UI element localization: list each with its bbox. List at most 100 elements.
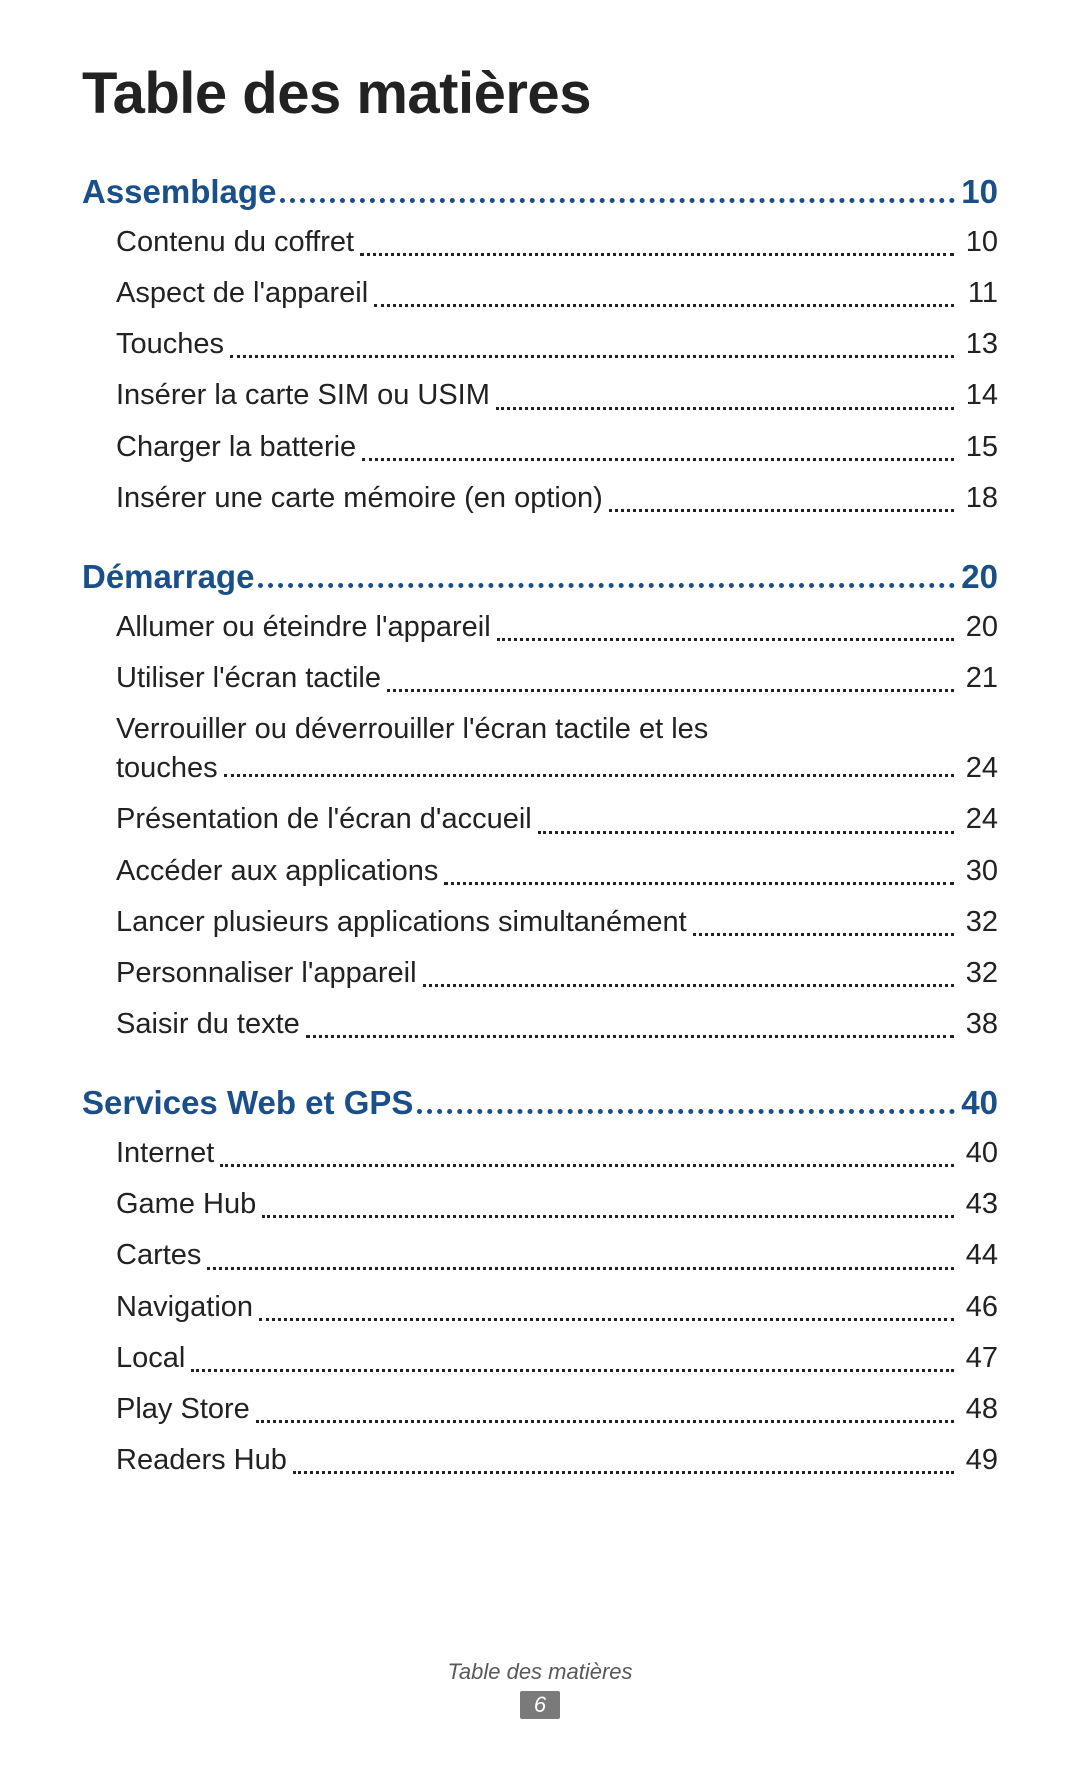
toc-entry[interactable]: Cartes 44 [116, 1236, 998, 1275]
footer-label: Table des matières [0, 1659, 1080, 1685]
section-label: Services Web et GPS [82, 1084, 413, 1122]
entry-page-number: 18 [962, 479, 998, 518]
entry-label: Utiliser l'écran tactile [116, 659, 381, 698]
entry-label: Accéder aux applications [116, 852, 438, 891]
entry-page-number: 32 [962, 903, 998, 942]
entry-page-number: 44 [962, 1236, 998, 1275]
section-label: Démarrage [82, 558, 254, 596]
toc-entry[interactable]: Insérer une carte mémoire (en option) 18 [116, 479, 998, 518]
dot-leader [224, 758, 954, 777]
toc-entry[interactable]: Personnaliser l'appareil 32 [116, 954, 998, 993]
dot-leader [262, 1199, 954, 1218]
toc-entry[interactable]: Readers Hub 49 [116, 1441, 998, 1480]
toc-entry[interactable]: Lancer plusieurs applications simultaném… [116, 903, 998, 942]
dot-leader [220, 1148, 954, 1167]
toc-section-heading[interactable]: Démarrage 20 [82, 558, 998, 596]
toc-entry[interactable]: Touches 13 [116, 325, 998, 364]
toc-entries: Allumer ou éteindre l'appareil20 Utiliser… [116, 608, 998, 1044]
entry-label: Local [116, 1339, 185, 1378]
dot-leader [230, 339, 954, 358]
dot-leader [360, 237, 954, 256]
toc-section-heading[interactable]: Assemblage 10 [82, 173, 998, 211]
section-page-number: 40 [961, 1084, 998, 1122]
toc-entry[interactable]: Game Hub 43 [116, 1185, 998, 1224]
toc-body: Assemblage 10 Contenu du coffret 10 Aspect d… [82, 173, 998, 1480]
entry-label: Personnaliser l'appareil [116, 954, 417, 993]
toc-entry[interactable]: Utiliser l'écran tactile21 [116, 659, 998, 698]
entry-page-number: 48 [962, 1390, 998, 1429]
dot-leader [362, 442, 954, 461]
toc-entry[interactable]: Navigation 46 [116, 1288, 998, 1327]
toc-section-heading[interactable]: Services Web et GPS 40 [82, 1084, 998, 1122]
dot-leader [306, 1019, 954, 1038]
dot-leader [387, 673, 954, 692]
entry-label: Play Store [116, 1390, 250, 1429]
entry-label: Charger la batterie [116, 428, 356, 467]
dot-leader [191, 1353, 954, 1372]
entry-page-number: 43 [962, 1185, 998, 1224]
dot-leader [497, 622, 954, 641]
entry-label: Navigation [116, 1288, 253, 1327]
dot-leader [280, 180, 955, 203]
dot-leader [293, 1455, 954, 1474]
dot-leader [444, 866, 954, 885]
footer-page-number: 6 [520, 1691, 560, 1719]
entry-page-number: 40 [962, 1134, 998, 1173]
entry-label: Internet [116, 1134, 214, 1173]
toc-entry[interactable]: Saisir du texte 38 [116, 1005, 998, 1044]
toc-entries: Contenu du coffret 10 Aspect de l'appareil… [116, 223, 998, 518]
toc-entry[interactable]: Insérer la carte SIM ou USIM 14 [116, 376, 998, 415]
entry-label: Cartes [116, 1236, 201, 1275]
entry-label: Lancer plusieurs applications simultaném… [116, 903, 687, 942]
toc-entry[interactable]: Charger la batterie15 [116, 428, 998, 467]
section-page-number: 10 [961, 173, 998, 211]
entry-page-number: 46 [962, 1288, 998, 1327]
entry-page-number: 24 [962, 800, 998, 839]
toc-entry[interactable]: Aspect de l'appareil 11 [116, 274, 998, 313]
entry-label: Contenu du coffret [116, 223, 354, 262]
dot-leader [256, 1404, 954, 1423]
toc-entries: Internet 40 Game Hub 43 Cartes 44 Navigation 46… [116, 1134, 998, 1480]
entry-page-number: 30 [962, 852, 998, 891]
entry-page-number: 10 [962, 223, 998, 262]
toc-entry[interactable]: Accéder aux applications 30 [116, 852, 998, 891]
entry-page-number: 49 [962, 1441, 998, 1480]
entry-label: Saisir du texte [116, 1005, 300, 1044]
dot-leader [496, 391, 954, 410]
dot-leader [374, 288, 954, 307]
entry-page-number: 38 [962, 1005, 998, 1044]
entry-label: Game Hub [116, 1185, 256, 1224]
toc-entry[interactable]: Local 47 [116, 1339, 998, 1378]
toc-entry[interactable]: Verrouiller ou déverrouiller l'écran tac… [116, 710, 998, 788]
toc-entry[interactable]: Contenu du coffret 10 [116, 223, 998, 262]
entry-label: Touches [116, 325, 224, 364]
dot-leader [207, 1251, 954, 1270]
entry-label: Readers Hub [116, 1441, 287, 1480]
section-page-number: 20 [961, 558, 998, 596]
entry-page-number: 20 [962, 608, 998, 647]
entry-label-line1: Verrouiller ou déverrouiller l'écran tac… [116, 710, 998, 749]
entry-label: Aspect de l'appareil [116, 274, 368, 313]
section-label: Assemblage [82, 173, 276, 211]
dot-leader [538, 815, 954, 834]
entry-page-number: 24 [962, 749, 998, 788]
entry-page-number: 11 [962, 274, 998, 313]
dot-leader [693, 917, 954, 936]
dot-leader [258, 565, 955, 588]
entry-page-number: 13 [962, 325, 998, 364]
entry-label: Insérer une carte mémoire (en option) [116, 479, 603, 518]
toc-entry[interactable]: Allumer ou éteindre l'appareil20 [116, 608, 998, 647]
dot-leader [609, 493, 954, 512]
toc-entry[interactable]: Play Store 48 [116, 1390, 998, 1429]
entry-page-number: 47 [962, 1339, 998, 1378]
page-footer: Table des matières 6 [0, 1659, 1080, 1719]
entry-page-number: 14 [962, 376, 998, 415]
entry-page-number: 32 [962, 954, 998, 993]
dot-leader [417, 1091, 955, 1114]
toc-entry[interactable]: Présentation de l'écran d'accueil24 [116, 800, 998, 839]
dot-leader [423, 968, 954, 987]
dot-leader [259, 1302, 954, 1321]
page-title: Table des matières [82, 60, 998, 127]
entry-label: Insérer la carte SIM ou USIM [116, 376, 490, 415]
toc-entry[interactable]: Internet 40 [116, 1134, 998, 1173]
